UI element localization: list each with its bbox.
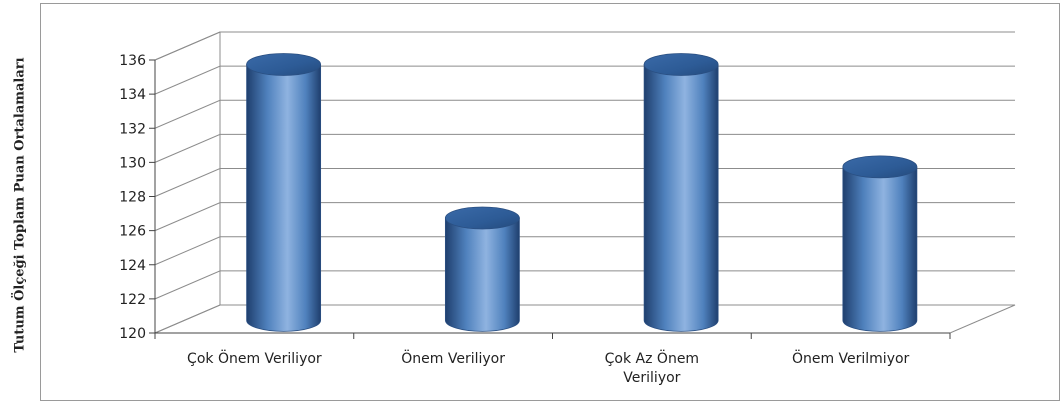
gridline xyxy=(154,236,1015,266)
x-tick-label: Çok Az Önem Veriliyor xyxy=(605,349,699,386)
bar xyxy=(246,53,322,332)
gridline xyxy=(154,202,1015,232)
bars xyxy=(246,53,918,332)
y-tick-label: 128 xyxy=(119,190,146,206)
gridline xyxy=(154,31,1015,61)
gridline xyxy=(154,99,1015,129)
gridline xyxy=(154,168,1015,197)
bar xyxy=(643,53,719,332)
bar-top xyxy=(643,53,719,76)
gridline xyxy=(154,65,1015,95)
bar-top xyxy=(842,155,918,179)
y-tick-label: 126 xyxy=(119,224,146,240)
y-tick-label: 134 xyxy=(119,87,146,103)
bar-body xyxy=(842,166,918,332)
y-tick-label: 130 xyxy=(119,155,146,171)
y-tick-label: 122 xyxy=(119,292,146,308)
x-tick-label: Önem Veriliyor xyxy=(401,349,505,367)
gridlines: 120 122 124 126 128 130 132 134 136 xyxy=(119,31,1015,342)
y-tick-label: 136 xyxy=(119,53,146,69)
gridline xyxy=(154,133,1015,163)
y-tick-label: 124 xyxy=(119,258,146,274)
gridline xyxy=(154,304,1015,334)
bar-body xyxy=(246,64,322,332)
y-tick-label: 120 xyxy=(119,326,146,342)
bar-top xyxy=(246,53,322,76)
bar xyxy=(842,155,918,332)
y-tick-label: 132 xyxy=(119,121,146,137)
x-tick-label: Önem Verilmiyor xyxy=(792,349,910,367)
x-tick-label: Çok Önem Veriliyor xyxy=(187,349,322,367)
bar-top xyxy=(444,206,520,230)
bar xyxy=(444,206,520,332)
gridline xyxy=(154,270,1015,300)
bar-body xyxy=(643,64,719,332)
bar-body xyxy=(444,217,520,332)
